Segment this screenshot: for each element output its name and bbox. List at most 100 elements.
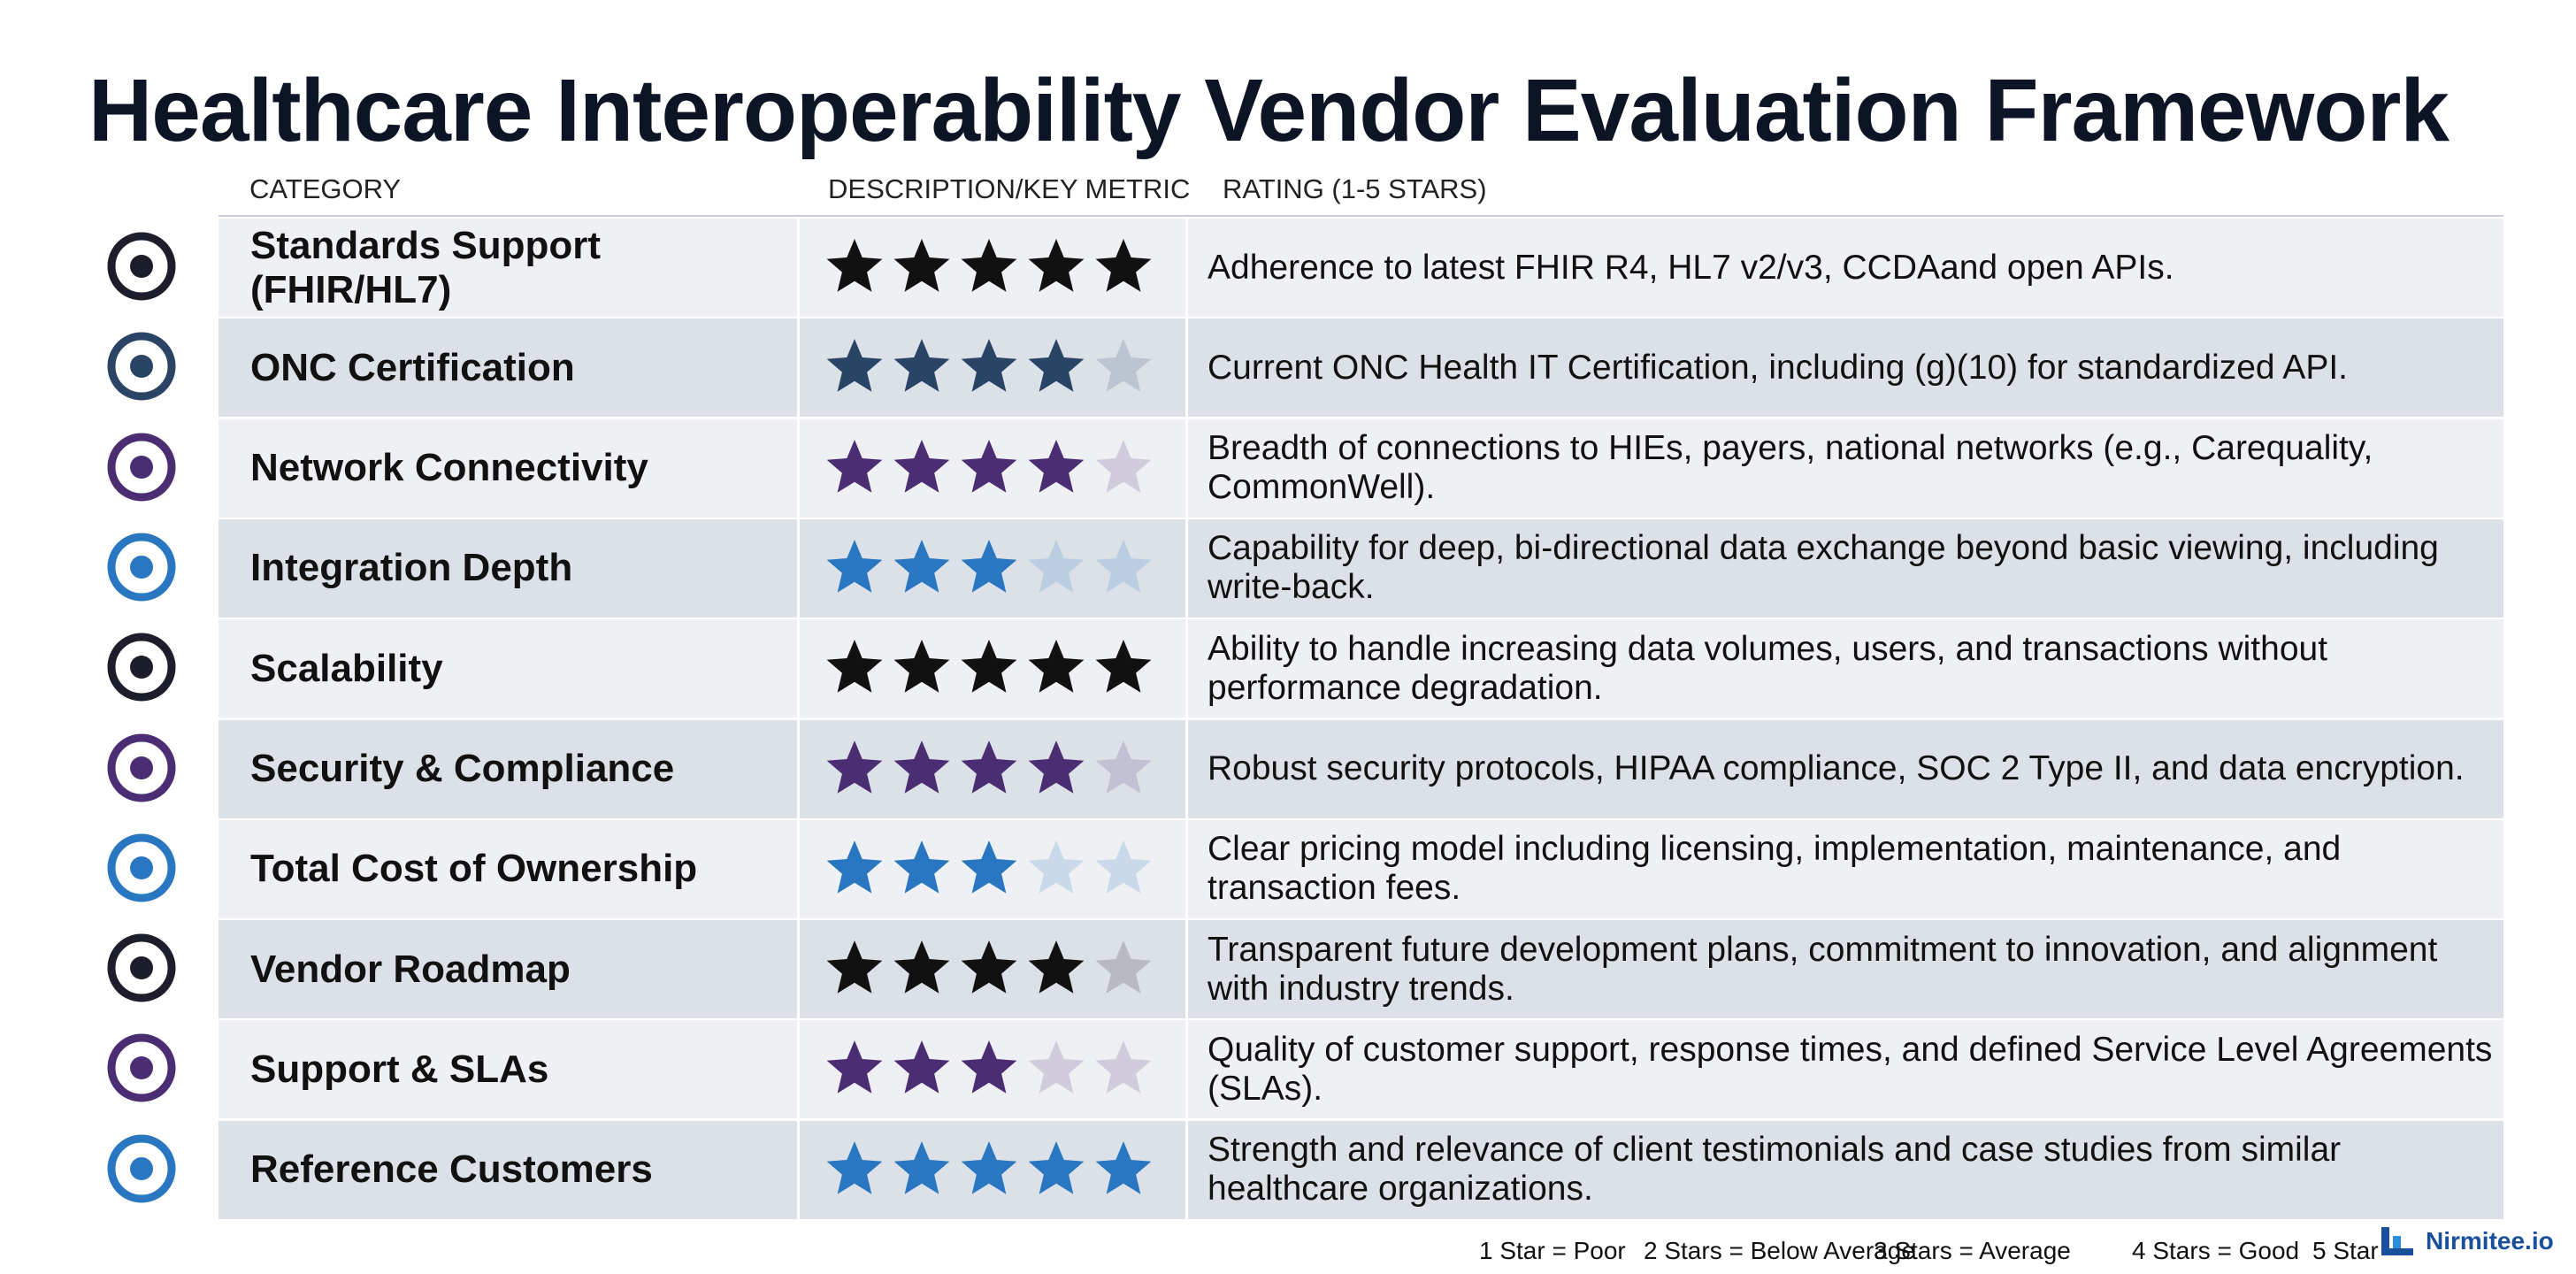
description-cell: Quality of customer support, response ti… xyxy=(1208,1030,2493,1108)
icon-shape xyxy=(107,733,176,802)
star-filled xyxy=(893,239,950,292)
star-filled xyxy=(893,640,950,693)
star-filled xyxy=(961,339,1017,392)
star-filled xyxy=(961,840,1017,894)
table-row: ONC Certification Current ONC Health IT C… xyxy=(218,318,2503,418)
star-filled xyxy=(826,740,883,794)
icon-shape xyxy=(107,633,176,702)
star-empty xyxy=(1095,439,1152,493)
table-row: Support & SLAs Quality of customer suppor… xyxy=(218,1020,2503,1119)
rating-cell xyxy=(800,619,1188,718)
star-filled xyxy=(1028,940,1085,994)
star-filled xyxy=(961,439,1017,493)
star-filled xyxy=(893,339,950,392)
description-cell: Transparent future development plans, co… xyxy=(1208,930,2438,1008)
row-icon xyxy=(107,433,176,502)
icon-wrap xyxy=(96,623,188,715)
star-empty xyxy=(1095,840,1152,894)
star-empty xyxy=(1028,1040,1085,1094)
icon-wrap xyxy=(96,824,188,916)
row-icon xyxy=(107,833,176,902)
rating-cell xyxy=(800,1120,1188,1219)
star-filled xyxy=(893,840,950,894)
rating-stars xyxy=(826,439,1152,493)
category-cell: ONC Certification xyxy=(218,318,800,418)
star-empty xyxy=(1028,539,1085,593)
star-filled xyxy=(961,1140,1017,1194)
rating-stars xyxy=(826,339,1152,392)
rating-cell xyxy=(800,1020,1188,1119)
header-rule xyxy=(218,215,2503,217)
rating-stars xyxy=(826,740,1152,794)
icon-shape xyxy=(130,555,153,579)
description-cell: Ability to handle increasing data volume… xyxy=(1208,629,2328,707)
icon-shape xyxy=(130,856,153,879)
rating-stars xyxy=(826,940,1152,994)
category-cell: Scalability xyxy=(218,619,800,718)
star-filled xyxy=(1028,1140,1085,1194)
table-row: Standards Support (FHIR/HL7) Adherence to… xyxy=(218,219,2503,317)
row-icon xyxy=(107,332,176,401)
rating-cell xyxy=(800,219,1188,317)
category-cell: Security & Compliance xyxy=(218,719,800,818)
icon-shape xyxy=(107,1033,176,1102)
description-cell: Capability for deep, bi-directional data… xyxy=(1208,529,2439,607)
row-icon xyxy=(107,1033,176,1102)
rating-stars xyxy=(826,539,1152,593)
icon-wrap xyxy=(96,523,188,615)
star-filled xyxy=(1095,1140,1152,1194)
icon-shape xyxy=(130,956,153,980)
star-filled xyxy=(826,640,883,693)
icon-shape xyxy=(107,1134,176,1203)
description-cell: Adherence to latest FHIR R4, HL7 v2/v3, … xyxy=(1208,248,2174,287)
legend-item: 4 Stars = Good xyxy=(2132,1237,2300,1264)
description-cell: Current ONC Health IT Certification, inc… xyxy=(1208,348,2348,387)
icon-shape xyxy=(107,232,176,301)
icon-wrap xyxy=(96,724,188,816)
icon-shape xyxy=(107,933,176,1002)
star-filled xyxy=(961,539,1017,593)
star-filled xyxy=(826,539,883,593)
column-header: RATING (1-5 STARS) xyxy=(1223,173,1487,204)
rating-cell xyxy=(800,518,1188,618)
column-header: CATEGORY xyxy=(249,173,402,204)
star-empty xyxy=(1095,339,1152,392)
star-filled xyxy=(826,239,883,292)
brand: Nirmitee.io xyxy=(2380,1219,2576,1263)
category-cell: Support & SLAs xyxy=(218,1020,800,1119)
icon-wrap xyxy=(96,924,188,1016)
star-filled xyxy=(961,740,1017,794)
star-filled xyxy=(893,740,950,794)
icon-shape xyxy=(107,533,176,602)
legend-item: 3 Stars = Average xyxy=(1874,1237,2071,1264)
row-icon xyxy=(107,1134,176,1203)
description-cell: Clear pricing model including licensing,… xyxy=(1208,830,2342,908)
legend-item: 1 Star = Poor xyxy=(1479,1237,1626,1264)
rating-stars xyxy=(826,1140,1152,1194)
category-cell: Integration Depth xyxy=(218,518,800,618)
rating-stars xyxy=(826,640,1152,693)
rating-cell xyxy=(800,719,1188,818)
brand-logo xyxy=(2381,1227,2413,1255)
icon-shape xyxy=(130,1056,153,1080)
star-empty xyxy=(1095,740,1152,794)
table-row: Scalability Ability to handle increasing … xyxy=(218,619,2503,718)
table-row: Total Cost of Ownership Clear pricing mod… xyxy=(218,819,2503,918)
table-row: Security & Compliance Robust security pro… xyxy=(218,719,2503,818)
star-filled xyxy=(826,1140,883,1194)
star-filled xyxy=(893,439,950,493)
star-empty xyxy=(1028,840,1085,894)
table-row: Reference Customers Strength and relevanc… xyxy=(218,1120,2503,1219)
star-empty xyxy=(1095,1040,1152,1094)
category-cell: Total Cost of Ownership xyxy=(218,819,800,918)
star-filled xyxy=(893,940,950,994)
category-cell: Vendor Roadmap xyxy=(218,920,800,1019)
description-cell: Robust security protocols, HIPAA complia… xyxy=(1208,749,2465,787)
description-cell: Strength and relevance of client testimo… xyxy=(1208,1131,2342,1209)
rating-cell xyxy=(800,819,1188,918)
star-filled xyxy=(1095,239,1152,292)
star-filled xyxy=(961,239,1017,292)
star-filled xyxy=(1028,239,1085,292)
